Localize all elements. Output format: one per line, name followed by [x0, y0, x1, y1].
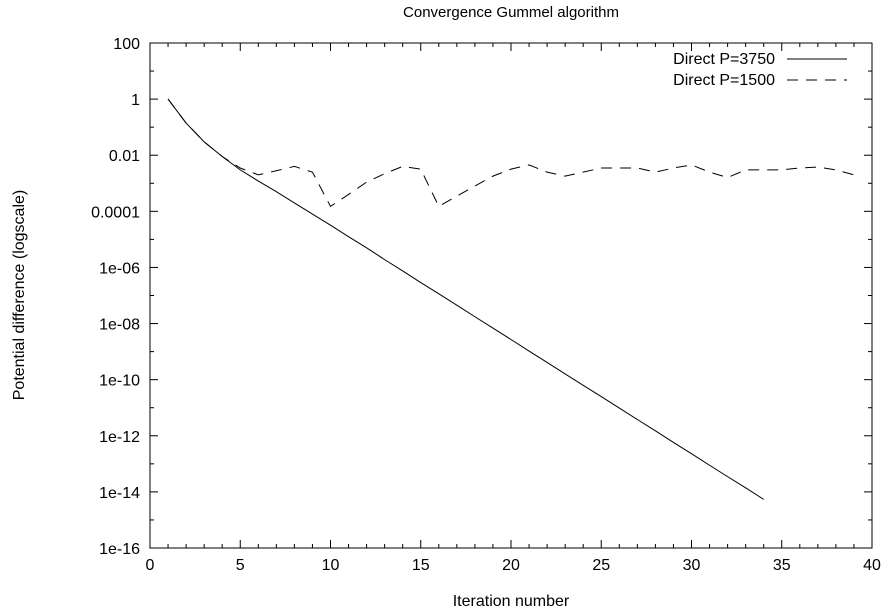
series-line-1 — [167, 98, 764, 500]
y-tick-label: 1e-06 — [99, 260, 140, 277]
x-tick-label: 0 — [146, 557, 155, 574]
plot-frame — [149, 42, 873, 549]
y-tick-label: 100 — [113, 36, 140, 53]
legend-label-2: Direct P=1500 — [673, 72, 775, 89]
y-tick-label: 1e-14 — [99, 485, 140, 502]
legend-label-1: Direct P=3750 — [673, 51, 775, 68]
legend: Direct P=3750 Direct P=1500 — [673, 51, 847, 89]
y-axis-label: Potential difference (logscale) — [11, 190, 28, 401]
x-tick-label: 10 — [322, 557, 340, 574]
x-axis-label: Iteration number — [453, 593, 570, 610]
y-tick-label: 1 — [131, 92, 140, 109]
x-tick-label: 25 — [592, 557, 610, 574]
x-tick-label: 35 — [773, 557, 791, 574]
series-line-2 — [167, 98, 855, 208]
y-tick-label: 1e-16 — [99, 541, 140, 558]
y-tick-label: 1e-08 — [99, 317, 140, 334]
y-tick-label: 1e-10 — [99, 373, 140, 390]
axis-ticks — [149, 42, 873, 549]
x-tick-label: 15 — [412, 557, 430, 574]
series-lines — [167, 98, 855, 500]
x-tick-label: 30 — [683, 557, 701, 574]
tick-labels: 0 5 10 15 20 25 30 35 40 1e-16 1e-14 1e-12 1e-10 1e-0… — [91, 36, 881, 574]
y-tick-label: 1e-12 — [99, 429, 140, 446]
chart-title: Convergence Gummel algorithm — [403, 4, 619, 21]
y-tick-label: 0.0001 — [91, 204, 140, 221]
x-tick-label: 5 — [236, 557, 245, 574]
x-tick-label: 20 — [502, 557, 520, 574]
y-tick-label: 0.01 — [109, 148, 140, 165]
x-tick-label: 40 — [863, 557, 881, 574]
